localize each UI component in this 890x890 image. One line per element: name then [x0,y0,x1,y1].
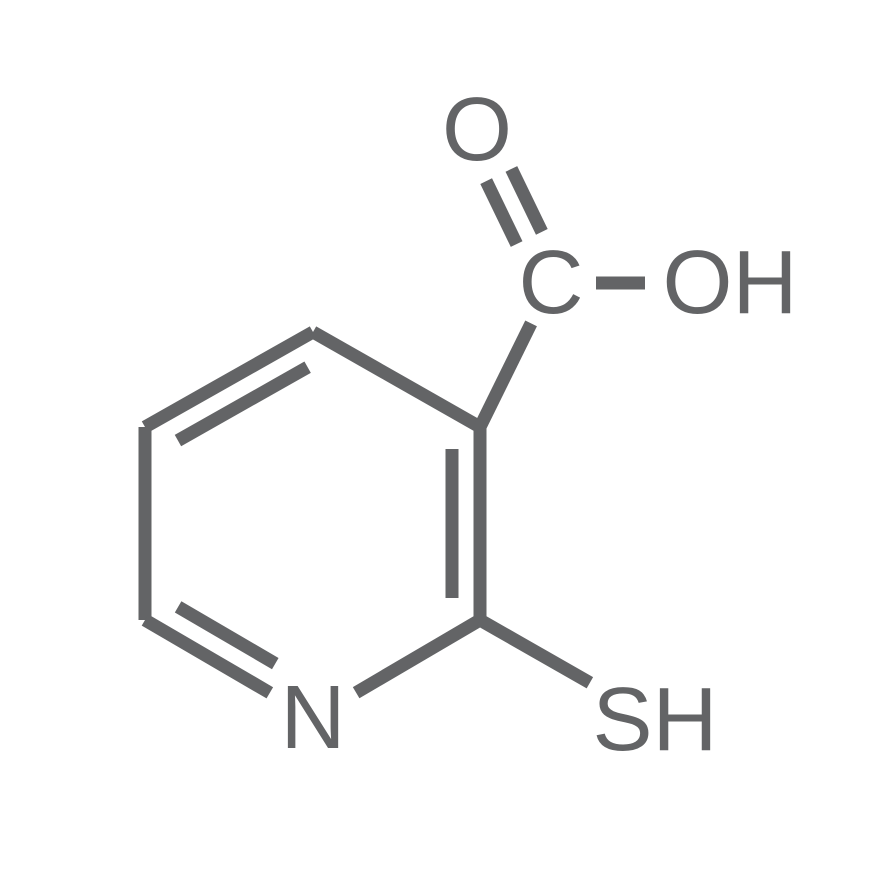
atom-label-ring_N: N [281,668,346,768]
atom-label-O_double: O [442,80,512,180]
atom-label-OH: OH [663,233,798,333]
atom-label-C_carboxyl: C [519,233,584,333]
atom-label-SH: SH [592,670,717,770]
